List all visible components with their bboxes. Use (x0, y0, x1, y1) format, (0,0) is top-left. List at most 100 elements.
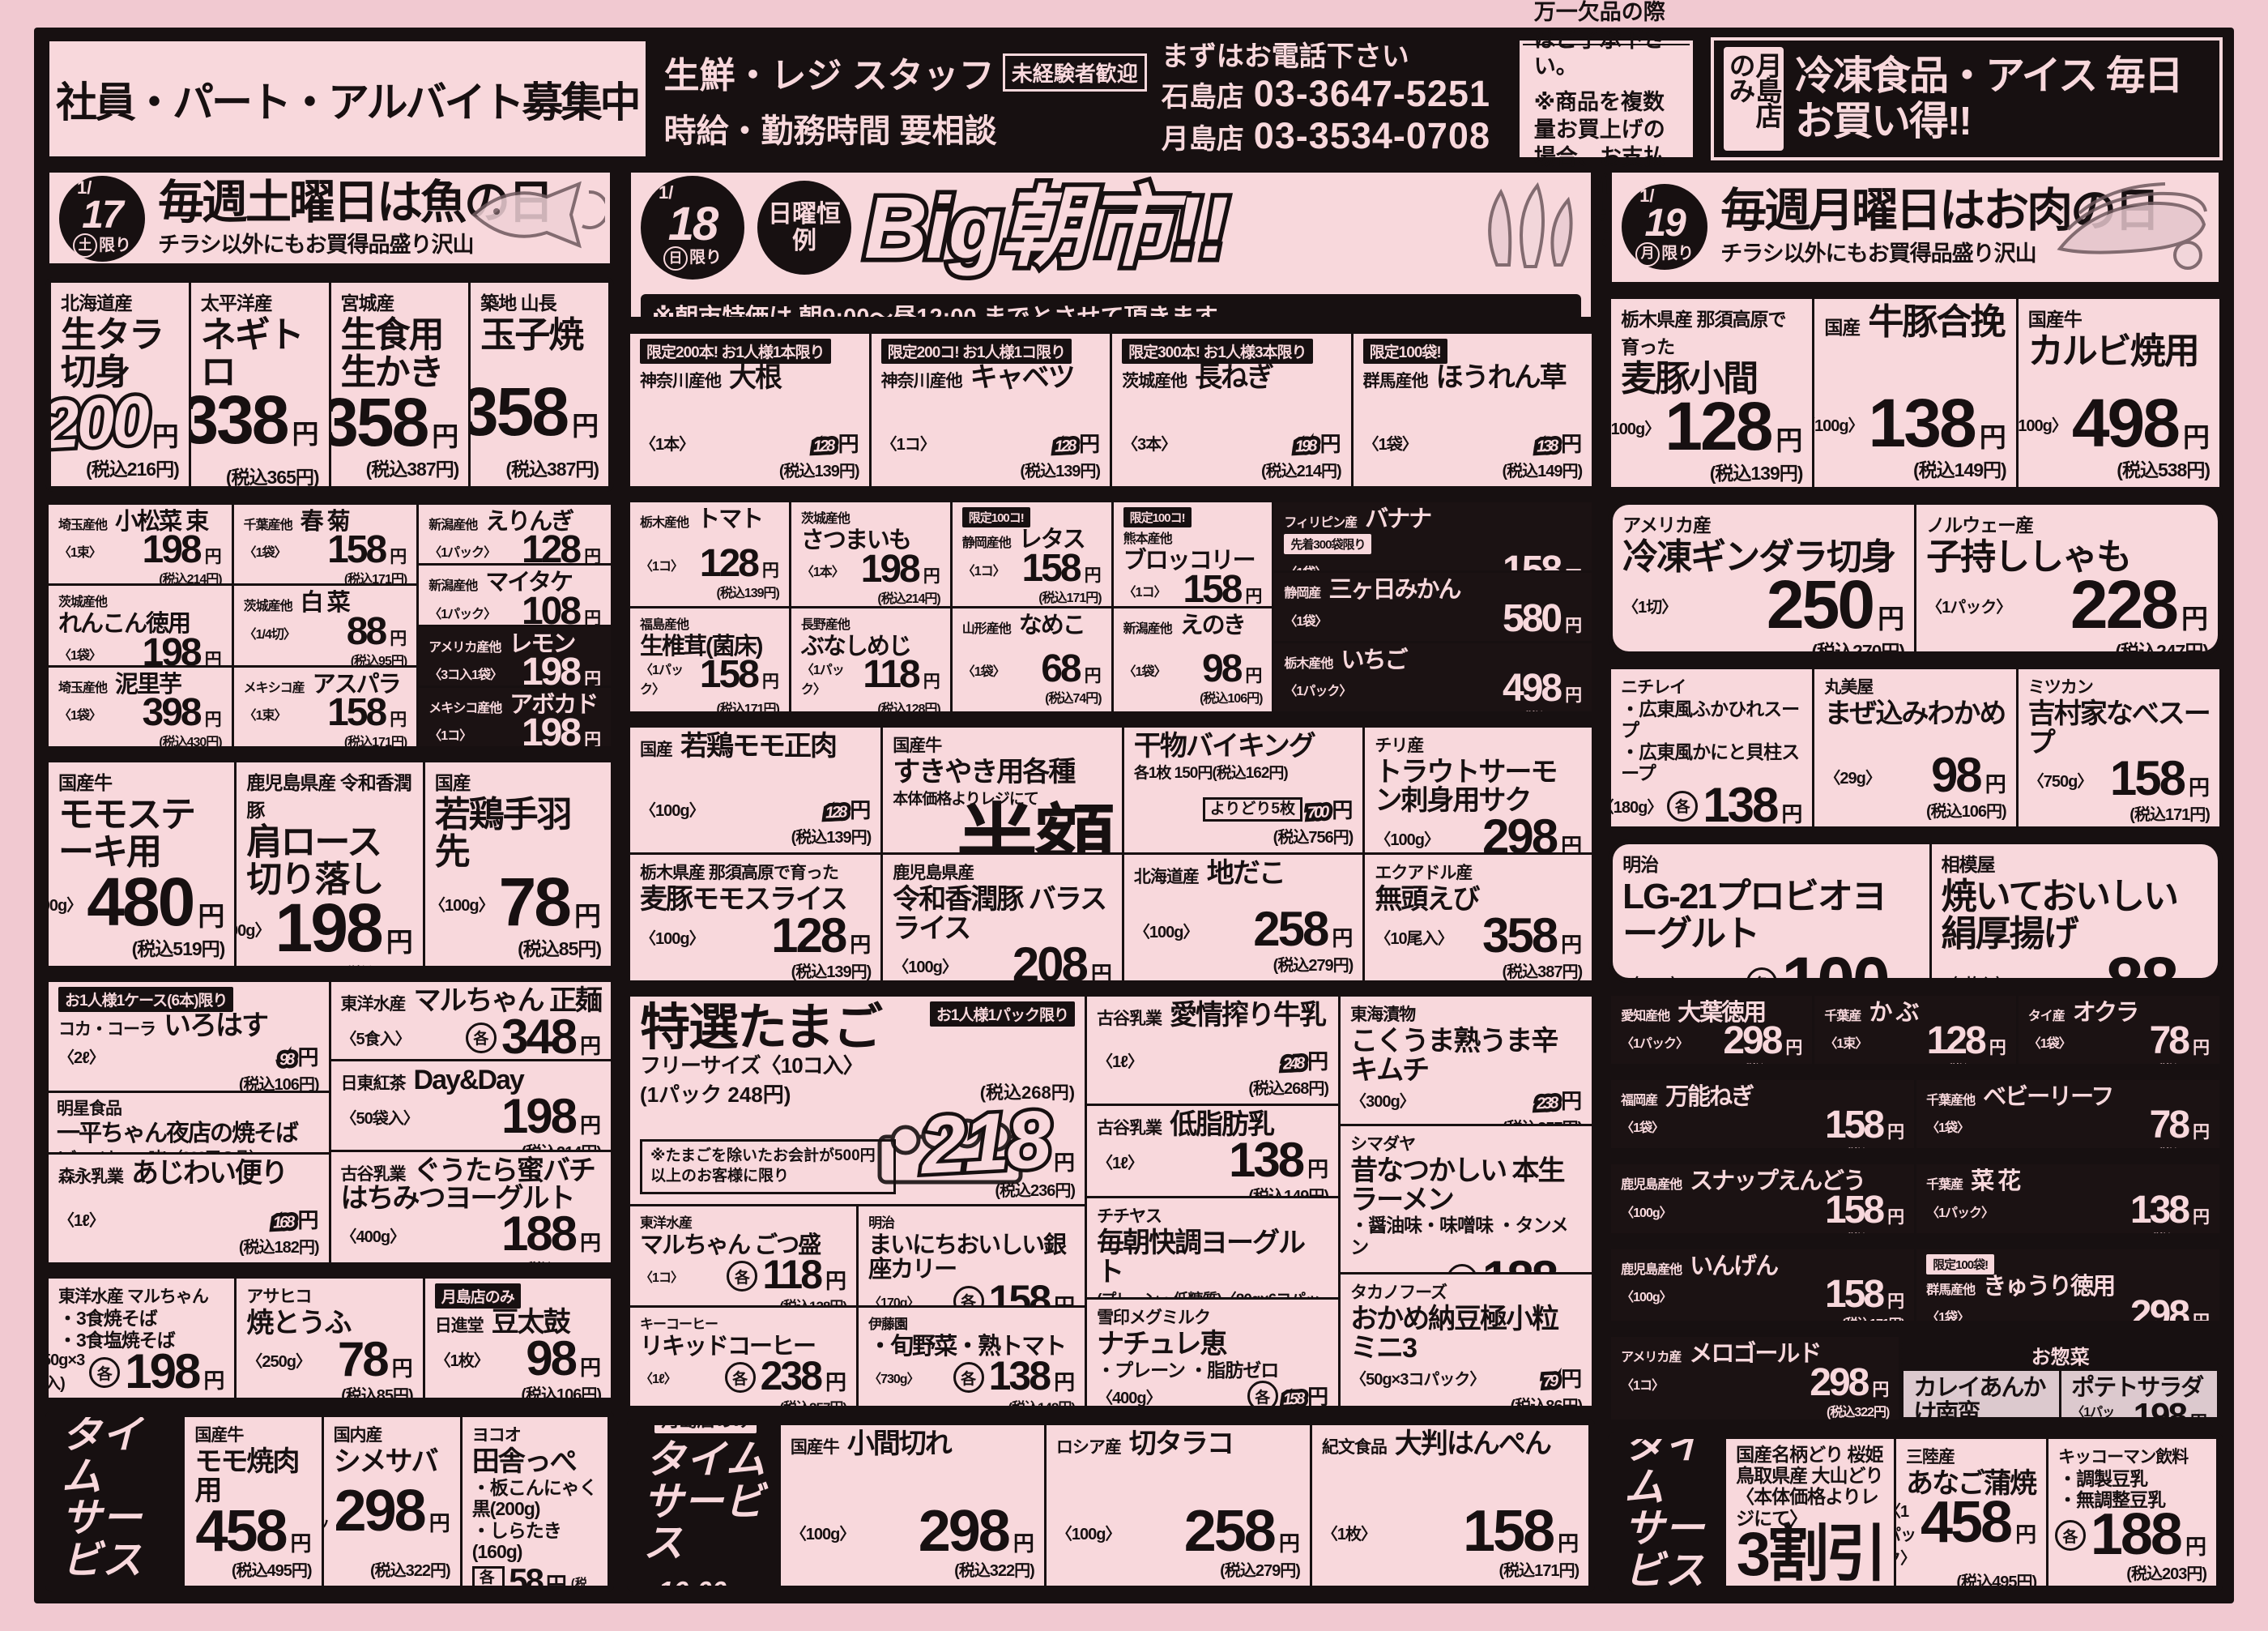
price-row: 〈1枚〉 158 円 (1322, 1502, 1579, 1561)
item-tax-price: (税込214円) (341, 1139, 602, 1150)
item-tax-price: (税込279円) (1220, 1562, 1301, 1580)
item-origin: 新潟産他 (428, 579, 478, 594)
yen-suffix: 円 (574, 901, 602, 932)
item-price: 158 (988, 1276, 1051, 1305)
item-origin: 国産 (1824, 316, 1861, 338)
staff-roles: 生鮮・レジ スタッフ (663, 56, 995, 96)
section-column: フィリピン産バナナ先着300袋限り〈1袋〉158円(税込171円)静岡産三ヶ日み… (1274, 502, 1592, 711)
item-size: 〈1コ〉 (640, 559, 684, 574)
yen-suffix: 円 (761, 561, 779, 580)
item-heading: 千葉産か ぶ (1824, 1000, 2006, 1025)
yen-suffix: 円 (1054, 1151, 1076, 1176)
each-mark: 各 (2054, 1520, 2086, 1552)
price-row: 〈1コ〉 158 円 (962, 549, 1102, 587)
date-badge: 1/17 土限り (59, 176, 145, 262)
section-column: 限定100コ! 静岡産他 レタス 〈1コ〉 158 円 (税込171円) 山形産他 なめこ 〈1袋… (952, 502, 1111, 711)
item-tax-price: (税込149円) (1926, 1228, 2210, 1233)
sunday-regular-text: 日曜恒例 (768, 201, 842, 254)
item-heading: メキシコ産他 アボカド (428, 692, 601, 717)
item-origin: 宮城産 (340, 292, 395, 314)
item-origin: フィリピン産 (1284, 516, 1358, 531)
price-row: 〈1コ〉 198 円 (428, 714, 601, 746)
item-origin: 茨城産他 (800, 512, 850, 527)
item-variant-line: ・板こんにゃく黒(200g) (471, 1477, 598, 1520)
price-row: 〈1ℓ〉 各 238 円 (640, 1356, 846, 1396)
item-origin: アサヒコ (246, 1287, 312, 1307)
item-tax-price: (税込214円) (58, 1394, 224, 1398)
item-origin: 新潟産他 (1123, 621, 1173, 636)
item-heading: 千葉産菜 花 (1926, 1169, 2210, 1194)
egg-condition-note: ※たまごを除いたお会計が500円以上のお客様に限り (640, 1139, 897, 1194)
item-tax-price: (税込214円) (877, 591, 940, 606)
item-size: 〈1パック〉 (2071, 1405, 2115, 1417)
price-row: 〈1パック〉 138 円 (1926, 1190, 2210, 1229)
item-name: えりんぎ (485, 508, 574, 535)
promo-text: 冷凍食品・アイス 毎日お買い得!! (1795, 53, 2184, 143)
item-card: 福島産他 生椎茸(菌床) 〈1パック〉 158 円 (税込171円) (630, 608, 789, 711)
yen-suffix: 円 (2192, 1039, 2210, 1058)
item-card: 茨城産他 さつまいも 〈1本〉 198 円 (税込214円) (791, 502, 950, 606)
item-tax-price: (税込216円) (86, 458, 180, 480)
item-name: 麦豚モモスライス (640, 884, 848, 916)
item-size: 〈400g〉 (340, 1228, 407, 1246)
price-row: 〈1束〉 128 円 (1824, 1022, 2006, 1061)
item-card: 栃木県産 那須高原で育った 麦豚モモスライス 〈100g〉 128 円 (税込139円) (630, 855, 881, 981)
item-name: 小間切れ (846, 1428, 953, 1460)
item-heading: ヨコオ 田舎っぺ (472, 1422, 598, 1477)
item-origin: 国産 (434, 772, 471, 794)
item-size: 〈1ℓ〉 (1097, 1052, 1144, 1071)
item-tax-price: (税込85円) (2028, 1059, 2210, 1064)
limit-suffix: 限り (1661, 245, 1695, 263)
item-tax-price: (税込171円) (1038, 591, 1102, 605)
yen-suffix: 円 (1084, 666, 1102, 685)
item-name: まいにちおいしい銀座カリー (868, 1232, 1067, 1283)
item-name: 麦豚小間 (1621, 358, 1759, 399)
item-tax-price: (税込171円) (1621, 1143, 1904, 1148)
store-name: 月島店 (1161, 123, 1244, 155)
item-card: 限定300本! お1人様3本限り 茨城産他 長ねぎ 〈3本〉 198 円 (税込214円) (1112, 333, 1351, 487)
yen-suffix: 円 (580, 1231, 602, 1256)
item-name: いちご (1341, 647, 1408, 673)
yen-suffix: 円 (1776, 425, 1803, 455)
date-month: 1/ (659, 182, 674, 203)
item-origin: ノルウェー産 (1926, 514, 2034, 536)
item-origin: 千葉産 (1926, 1178, 1963, 1193)
item-heading: 日東紅茶 Day&Day (341, 1065, 602, 1095)
item-card: ニチレイ・広東風ふかひれスープ・広東風かにと貝柱スープ〈180g〉各138円(税… (1611, 669, 1813, 827)
item-name: 若鶏手羽先 (434, 795, 573, 873)
store-name: 石島店 (1161, 81, 1244, 113)
item-size: 〈100g〉 (790, 1525, 856, 1543)
flyer-frame: 社員・パート・アルバイト募集中 生鮮・レジ スタッフ 未経験者歓迎 時給・勤務時… (34, 0, 2234, 1603)
section-column: 国産 若鶏手羽先 〈100g〉 78 円 (税込85円) (424, 762, 612, 967)
item-price: 298 (1482, 809, 1558, 853)
yen-suffix: 円 (584, 608, 602, 625)
section-column: 古谷乳業 愛情搾り牛乳 〈1ℓ〉 248 円 (税込268円) 古谷乳業 低脂肪乳 〈1ℓ〉 13… (1087, 997, 1339, 1407)
item-tax-price: (税込139円) (791, 829, 872, 848)
item-origin: 神奈川産他 (880, 371, 963, 391)
item-size: 〈10尾入〉 (1375, 929, 1453, 948)
item-price: 198 (142, 528, 202, 572)
item-variant-line: 国産名柄どり 桜姫 (1736, 1443, 1883, 1465)
item-heading: 明治 まいにちおいしい銀座カリー (868, 1211, 1075, 1283)
item-size: 〈112g〉 (1622, 971, 1686, 978)
item-origin: 太平洋産 (200, 292, 273, 314)
item-origin: 日進堂 (434, 1317, 484, 1336)
price-row: 〈1本〉 128 円 (640, 428, 859, 459)
item-heading: アサヒコ 焼とうふ (246, 1283, 412, 1339)
price-row: 〈2ℓ〉 98 円 (58, 1041, 319, 1073)
